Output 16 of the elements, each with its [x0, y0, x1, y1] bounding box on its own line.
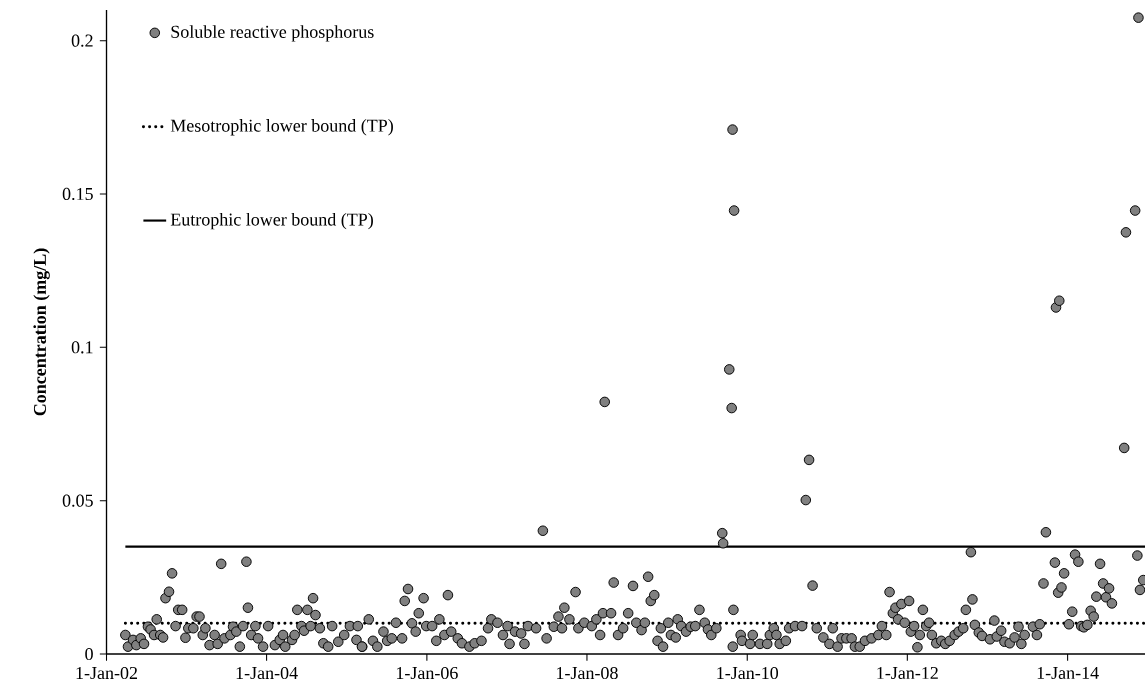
y-tick-label: 0.05 [62, 494, 93, 507]
x-tick-label: 1-Jan-02 [76, 666, 138, 680]
legend-label: Eutrophic lower bound (TP) [170, 212, 373, 230]
x-tick-label: 1-Jan-04 [236, 666, 298, 680]
x-tick-label: 1-Jan-10 [717, 666, 779, 680]
y-axis-title: Concentration (mg/L) [33, 248, 50, 416]
y-tick-label: 0.2 [71, 34, 93, 47]
legend-label: Soluble reactive phosphorus [171, 25, 374, 42]
y-tick-label: 0.1 [71, 341, 93, 354]
y-tick-label: 0 [85, 647, 93, 661]
x-tick-label: 1-Jan-14 [1037, 666, 1099, 679]
y-tick-label: 0.15 [62, 187, 93, 201]
x-tick-label: 1-Jan-12 [877, 666, 938, 680]
legend-label: Mesotrophic lower bound (TP) [170, 119, 393, 136]
x-tick-label: 1-Jan-06 [396, 666, 458, 680]
x-tick-label: 1-Jan-08 [557, 666, 618, 680]
